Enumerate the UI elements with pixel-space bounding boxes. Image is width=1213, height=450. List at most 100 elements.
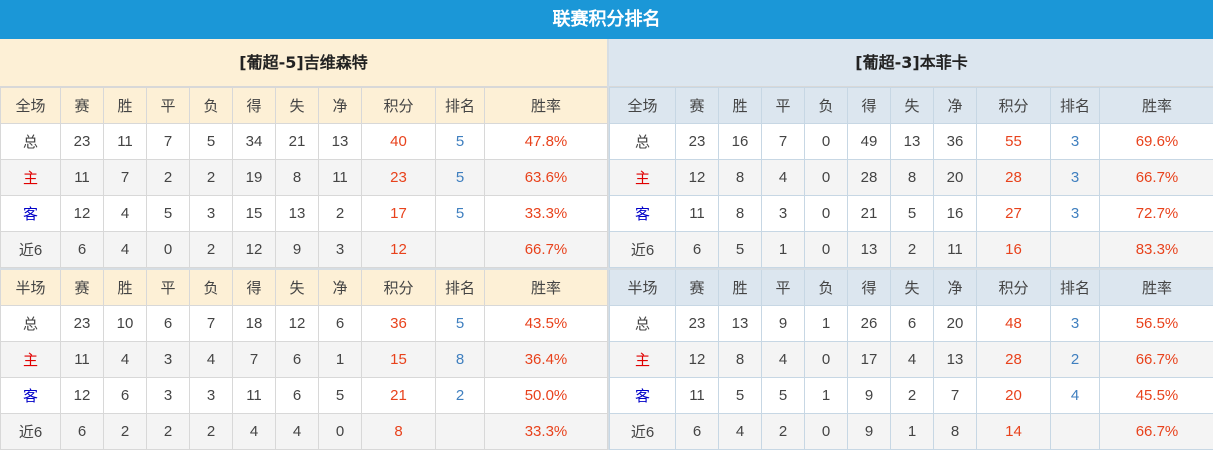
cell-stat: 13: [319, 124, 362, 160]
cell-pts: 17: [362, 196, 436, 232]
cell-stat: 6: [276, 341, 319, 377]
cell-stat: 4: [762, 160, 805, 196]
cell-stat: 13: [934, 341, 977, 377]
cell-rank: 3: [1051, 196, 1100, 232]
team-name: [葡超-3]本菲卡: [609, 39, 1213, 87]
column-header: 负: [190, 88, 233, 124]
column-header: 赛: [61, 269, 104, 305]
column-header: 胜: [104, 88, 147, 124]
row-label: 客: [1, 196, 61, 232]
cell-stat: 2: [147, 160, 190, 196]
cell-pts: 27: [977, 196, 1051, 232]
cell-stat: 6: [276, 377, 319, 413]
column-header: 胜率: [1100, 269, 1213, 305]
row-label: 近6: [1, 413, 61, 449]
cell-rate: 47.8%: [485, 124, 608, 160]
cell-rate: 66.7%: [1100, 413, 1213, 449]
cell-rank: 2: [1051, 341, 1100, 377]
cell-stat: 6: [147, 305, 190, 341]
standings-title: 联赛积分排名: [0, 0, 1213, 39]
cell-rank: 5: [436, 124, 485, 160]
cell-stat: 3: [147, 377, 190, 413]
row-label: 总: [1, 305, 61, 341]
row-label: 主: [1, 160, 61, 196]
cell-stat: 4: [891, 341, 934, 377]
cell-stat: 21: [276, 124, 319, 160]
cell-stat: 6: [61, 413, 104, 449]
cell-stat: 1: [762, 232, 805, 268]
column-header: 平: [147, 269, 190, 305]
cell-stat: 12: [676, 341, 719, 377]
cell-stat: 6: [104, 377, 147, 413]
cell-rank: 5: [436, 160, 485, 196]
cell-rank: 4: [1051, 377, 1100, 413]
cell-stat: 8: [719, 196, 762, 232]
cell-stat: 0: [805, 232, 848, 268]
cell-stat: 23: [61, 124, 104, 160]
cell-stat: 21: [848, 196, 891, 232]
header-row: 全场赛胜平负得失净积分排名胜率: [610, 88, 1213, 124]
row-label: 总: [610, 305, 676, 341]
cell-stat: 7: [147, 124, 190, 160]
cell-stat: 13: [891, 124, 934, 160]
cell-stat: 9: [848, 377, 891, 413]
cell-stat: 12: [61, 377, 104, 413]
cell-stat: 13: [276, 196, 319, 232]
column-header: 失: [276, 269, 319, 305]
cell-rank: [1051, 232, 1100, 268]
cell-stat: 11: [934, 232, 977, 268]
cell-stat: 5: [147, 196, 190, 232]
cell-pts: 28: [977, 160, 1051, 196]
cell-stat: 8: [719, 341, 762, 377]
cell-stat: 0: [319, 413, 362, 449]
header-row: 半场赛胜平负得失净积分排名胜率: [610, 269, 1213, 305]
cell-pts: 8: [362, 413, 436, 449]
cell-stat: 4: [276, 413, 319, 449]
column-header: 排名: [1051, 88, 1100, 124]
cell-stat: 4: [104, 341, 147, 377]
cell-rank: 5: [436, 196, 485, 232]
column-header: 负: [190, 269, 233, 305]
cell-stat: 6: [891, 305, 934, 341]
cell-stat: 23: [676, 124, 719, 160]
cell-stat: 5: [891, 196, 934, 232]
cell-stat: 9: [276, 232, 319, 268]
cell-rank: 3: [1051, 160, 1100, 196]
cell-pts: 40: [362, 124, 436, 160]
cell-stat: 6: [676, 413, 719, 449]
cell-stat: 8: [719, 160, 762, 196]
cell-rate: 45.5%: [1100, 377, 1213, 413]
row-label: 主: [1, 341, 61, 377]
header-row: 全场赛胜平负得失净积分排名胜率: [1, 88, 608, 124]
cell-stat: 2: [147, 413, 190, 449]
cell-stat: 3: [190, 196, 233, 232]
cell-stat: 2: [190, 160, 233, 196]
cell-stat: 3: [147, 341, 190, 377]
column-header: 失: [891, 269, 934, 305]
cell-stat: 2: [891, 232, 934, 268]
cell-pts: 36: [362, 305, 436, 341]
row-label: 主: [610, 341, 676, 377]
cell-stat: 4: [233, 413, 276, 449]
cell-rate: 69.6%: [1100, 124, 1213, 160]
cell-stat: 2: [762, 413, 805, 449]
cell-stat: 4: [104, 232, 147, 268]
cell-stat: 11: [104, 124, 147, 160]
row-label: 近6: [610, 413, 676, 449]
column-header: 排名: [1051, 269, 1100, 305]
cell-pts: 23: [362, 160, 436, 196]
cell-rate: 36.4%: [485, 341, 608, 377]
column-header: 排名: [436, 269, 485, 305]
cell-stat: 5: [190, 124, 233, 160]
cell-stat: 13: [848, 232, 891, 268]
cell-rank: [436, 413, 485, 449]
